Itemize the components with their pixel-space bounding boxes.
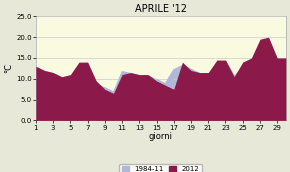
X-axis label: giorni: giorni: [149, 132, 173, 141]
Y-axis label: °C: °C: [4, 63, 13, 73]
Title: APRILE '12: APRILE '12: [135, 4, 187, 14]
Legend: 1984-11, 2012: 1984-11, 2012: [119, 164, 202, 172]
